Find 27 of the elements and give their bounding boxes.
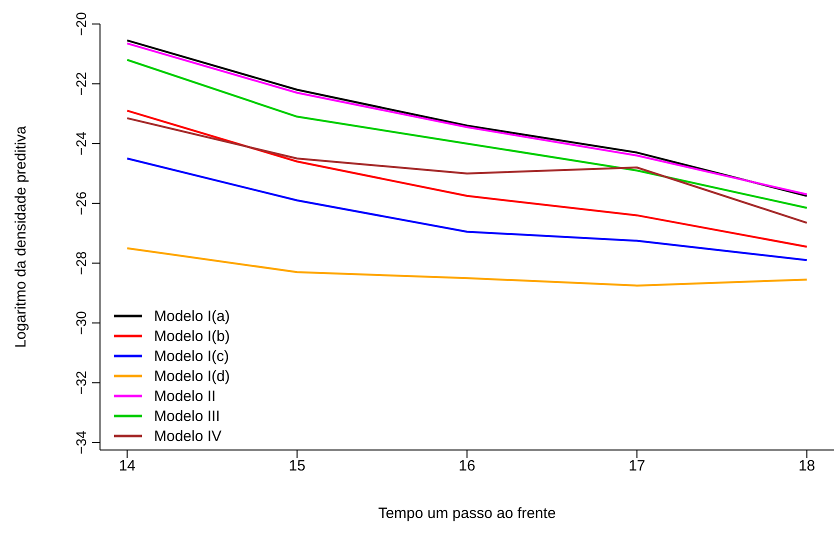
x-tick-label: 14	[118, 458, 136, 475]
y-tick-label: −28	[73, 251, 89, 276]
y-tick-label: −30	[73, 310, 89, 335]
line-series	[126, 158, 808, 262]
y-tick-label: −20	[73, 12, 89, 36]
legend-label: Modelo I(c)	[154, 348, 230, 364]
x-tick-label: 18	[798, 458, 816, 475]
legend-label: Modelo I(b)	[154, 328, 230, 344]
legend-label: Modelo I(a)	[154, 308, 230, 324]
legend-label: Modelo III	[154, 408, 220, 424]
x-tick-label: 15	[288, 458, 306, 475]
y-tick-label: −32	[73, 370, 89, 395]
line-series	[126, 247, 808, 287]
y-axis-title: Logaritmo da densidade preditiva	[12, 125, 30, 348]
line-series	[126, 110, 808, 248]
x-axis-title: Tempo um passo ao frente	[378, 505, 556, 522]
x-tick-label: 17	[628, 458, 646, 475]
y-tick-label: −22	[73, 72, 89, 96]
x-tick-label: 16	[458, 458, 476, 475]
y-tick-label: −26	[73, 191, 89, 216]
legend-label: Modelo IV	[154, 428, 222, 444]
legend-label: Modelo I(d)	[154, 368, 230, 384]
y-tick-label: −24	[73, 131, 89, 156]
line-series	[126, 117, 808, 224]
legend-label: Modelo II	[154, 388, 216, 404]
y-tick-label: −34	[73, 430, 89, 454]
line-series	[126, 58, 808, 209]
